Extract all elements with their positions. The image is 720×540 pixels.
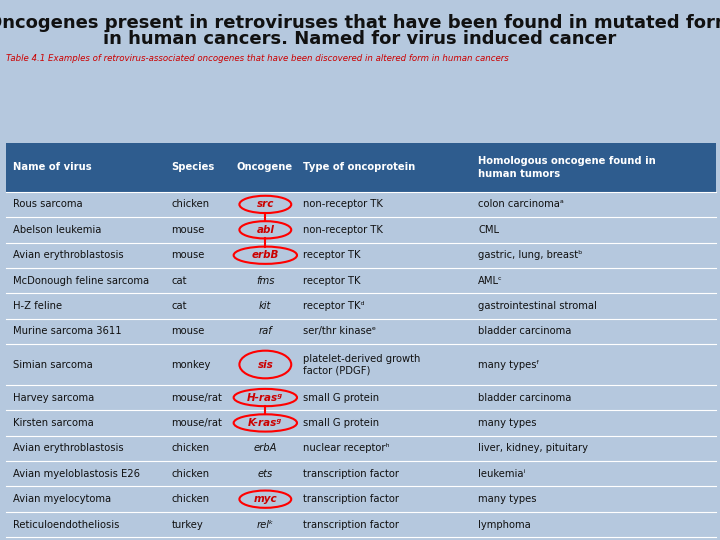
Text: lymphoma: lymphoma [478, 519, 531, 530]
Text: Avian myelocytoma: Avian myelocytoma [13, 494, 111, 504]
Text: mouse/rat: mouse/rat [171, 393, 222, 402]
Text: Oncogenes present in retroviruses that have been found in mutated form: Oncogenes present in retroviruses that h… [0, 14, 720, 31]
FancyBboxPatch shape [6, 143, 716, 192]
Text: ser/thr kinaseᵉ: ser/thr kinaseᵉ [303, 327, 377, 336]
Text: nuclear receptorʰ: nuclear receptorʰ [303, 443, 390, 454]
Text: Reticuloendotheliosis: Reticuloendotheliosis [13, 519, 120, 530]
Text: bladder carcinoma: bladder carcinoma [478, 393, 572, 402]
Text: sis: sis [258, 360, 273, 369]
Text: H-rasᵍ: H-rasᵍ [247, 393, 284, 402]
Text: Rous sarcoma: Rous sarcoma [13, 199, 83, 210]
FancyBboxPatch shape [6, 487, 716, 512]
Text: McDonough feline sarcoma: McDonough feline sarcoma [13, 275, 149, 286]
Text: receptor TK: receptor TK [303, 275, 361, 286]
FancyBboxPatch shape [6, 344, 716, 385]
Text: abl: abl [256, 225, 274, 235]
Text: raf: raf [258, 327, 272, 336]
Text: kit: kit [259, 301, 271, 311]
Text: cat: cat [171, 301, 187, 311]
Text: gastrointestinal stromal: gastrointestinal stromal [478, 301, 597, 311]
Text: relᵏ: relᵏ [257, 519, 274, 530]
Text: H-Z feline: H-Z feline [13, 301, 62, 311]
Text: many typesᶠ: many typesᶠ [478, 360, 539, 369]
Text: turkey: turkey [171, 519, 203, 530]
Text: Oncogene: Oncogene [236, 163, 292, 172]
Text: AMLᶜ: AMLᶜ [478, 275, 503, 286]
Text: Type of oncoprotein: Type of oncoprotein [303, 163, 415, 172]
FancyBboxPatch shape [6, 319, 716, 344]
Text: Avian myeloblastosis E26: Avian myeloblastosis E26 [13, 469, 140, 479]
Text: non-receptor TK: non-receptor TK [303, 199, 383, 210]
FancyBboxPatch shape [6, 217, 716, 242]
Text: mouse: mouse [171, 225, 204, 235]
Text: Abelson leukemia: Abelson leukemia [13, 225, 102, 235]
Text: factor (PDGF): factor (PDGF) [303, 365, 371, 375]
Text: many types: many types [478, 418, 536, 428]
Text: Avian erythroblastosis: Avian erythroblastosis [13, 443, 124, 454]
Text: transcription factor: transcription factor [303, 519, 399, 530]
Text: mouse: mouse [171, 327, 204, 336]
Text: receptor TK: receptor TK [303, 250, 361, 260]
FancyBboxPatch shape [6, 436, 716, 461]
Text: Table 4.1 Examples of retrovirus-associated oncogenes that have been discovered : Table 4.1 Examples of retrovirus-associa… [6, 54, 508, 63]
Text: Name of virus: Name of virus [13, 163, 91, 172]
Text: many types: many types [478, 494, 536, 504]
Text: chicken: chicken [171, 494, 210, 504]
Text: transcription factor: transcription factor [303, 494, 399, 504]
Text: transcription factor: transcription factor [303, 469, 399, 479]
Text: Harvey sarcoma: Harvey sarcoma [13, 393, 94, 402]
FancyBboxPatch shape [6, 410, 716, 436]
Text: chicken: chicken [171, 469, 210, 479]
Text: Species: Species [171, 163, 215, 172]
Text: Avian erythroblastosis: Avian erythroblastosis [13, 250, 124, 260]
Text: Murine sarcoma 3611: Murine sarcoma 3611 [13, 327, 122, 336]
Text: ets: ets [258, 469, 273, 479]
Text: Simian sarcoma: Simian sarcoma [13, 360, 93, 369]
Text: leukemiaⁱ: leukemiaⁱ [478, 469, 526, 479]
Text: bladder carcinoma: bladder carcinoma [478, 327, 572, 336]
Text: Homologous oncogene found in: Homologous oncogene found in [478, 156, 656, 166]
Text: CML: CML [478, 225, 499, 235]
FancyBboxPatch shape [6, 461, 716, 487]
Text: src: src [256, 199, 274, 210]
Text: small G protein: small G protein [303, 393, 379, 402]
Text: chicken: chicken [171, 199, 210, 210]
FancyBboxPatch shape [6, 385, 716, 410]
Text: cat: cat [171, 275, 187, 286]
Text: monkey: monkey [171, 360, 211, 369]
Text: platelet-derived growth: platelet-derived growth [303, 354, 420, 364]
Text: human tumors: human tumors [478, 169, 560, 179]
FancyBboxPatch shape [6, 293, 716, 319]
Text: non-receptor TK: non-receptor TK [303, 225, 383, 235]
Text: K-rasᵍ: K-rasᵍ [248, 418, 282, 428]
Text: colon carcinomaᵃ: colon carcinomaᵃ [478, 199, 564, 210]
FancyBboxPatch shape [6, 512, 716, 537]
Text: myc: myc [253, 494, 277, 504]
FancyBboxPatch shape [6, 192, 716, 217]
Text: mouse/rat: mouse/rat [171, 418, 222, 428]
Text: gastric, lung, breastᵇ: gastric, lung, breastᵇ [478, 250, 582, 260]
Text: chicken: chicken [171, 443, 210, 454]
Text: Kirsten sarcoma: Kirsten sarcoma [13, 418, 94, 428]
FancyBboxPatch shape [6, 268, 716, 293]
FancyBboxPatch shape [6, 242, 716, 268]
Text: mouse: mouse [171, 250, 204, 260]
Text: fms: fms [256, 275, 274, 286]
Text: small G protein: small G protein [303, 418, 379, 428]
Text: erbA: erbA [253, 443, 277, 454]
Text: liver, kidney, pituitary: liver, kidney, pituitary [478, 443, 588, 454]
Text: erbB: erbB [251, 250, 279, 260]
Text: receptor TKᵈ: receptor TKᵈ [303, 301, 365, 311]
Text: in human cancers. Named for virus induced cancer: in human cancers. Named for virus induce… [104, 30, 616, 48]
